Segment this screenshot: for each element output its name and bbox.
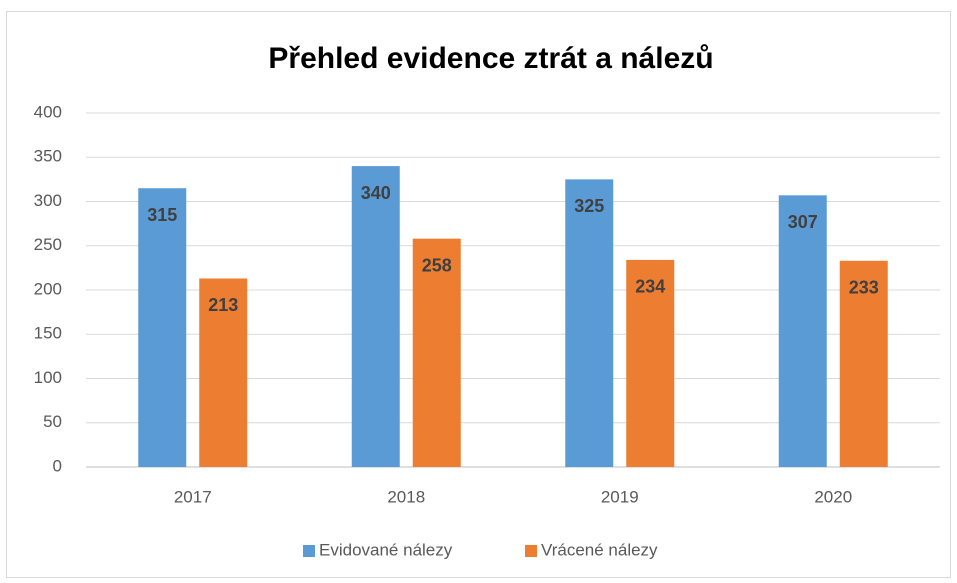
bar	[839, 260, 888, 467]
legend-label: Vrácené nálezy	[541, 540, 658, 559]
bar	[351, 166, 400, 467]
legend-swatch	[525, 545, 537, 557]
data-label: 307	[788, 212, 818, 232]
data-label: 258	[422, 255, 452, 275]
y-tick-label: 350	[34, 147, 62, 166]
bar	[565, 179, 614, 467]
bar	[778, 195, 827, 467]
y-tick-label: 300	[34, 191, 62, 210]
data-label: 340	[361, 183, 391, 203]
data-label: 315	[147, 205, 177, 225]
chart-title: Přehled evidence ztrát a nálezů	[268, 42, 713, 75]
legend-swatch	[303, 545, 315, 557]
y-tick-label: 0	[53, 456, 62, 475]
x-tick-label: 2018	[387, 487, 425, 506]
y-tick-label: 200	[34, 279, 62, 298]
x-tick-label: 2019	[601, 487, 639, 506]
x-tick-label: 2020	[814, 487, 852, 506]
bar	[412, 238, 461, 467]
data-label: 213	[208, 295, 238, 315]
x-tick-label: 2017	[174, 487, 212, 506]
data-label: 234	[635, 277, 665, 297]
bar	[626, 259, 675, 467]
data-label: 233	[849, 278, 879, 298]
y-tick-label: 250	[34, 235, 62, 254]
y-tick-label: 150	[34, 324, 62, 343]
y-tick-label: 50	[43, 412, 62, 431]
bar	[199, 278, 248, 467]
legend-label: Evidované nálezy	[319, 540, 453, 559]
y-tick-label: 400	[34, 102, 62, 121]
bar	[138, 188, 187, 467]
y-tick-label: 100	[34, 368, 62, 387]
data-label: 325	[574, 196, 604, 216]
